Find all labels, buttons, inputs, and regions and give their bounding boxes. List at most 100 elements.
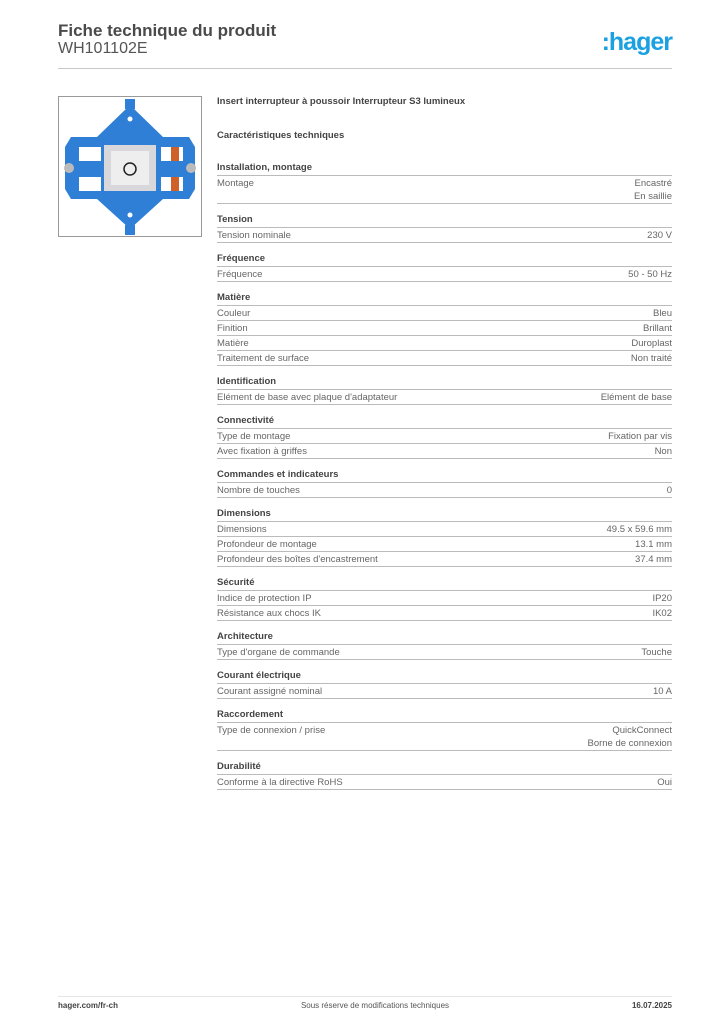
spec-label: Type de connexion / prise — [217, 725, 326, 736]
spec-label: Nombre de touches — [217, 485, 300, 496]
spec-value: Brillant — [643, 322, 672, 335]
spec-label: Tension nominale — [217, 230, 291, 241]
footer: hager.com/fr-ch Sous réserve de modifica… — [58, 996, 672, 1010]
spec-value-line: Bleu — [652, 308, 672, 319]
spec-value-line: 0 — [666, 485, 672, 496]
spec-value-line: 49.5 x 59.6 mm — [606, 524, 672, 535]
spec-section: Commandes et indicateurs Nombre de touche… — [217, 468, 672, 498]
section-title: Commandes et indicateurs — [217, 468, 672, 483]
spec-value: Duroplast — [631, 337, 672, 350]
spec-section: Installation, montage Montage Encastré En s… — [217, 161, 672, 204]
spec-value-line: Duroplast — [631, 338, 672, 349]
spec-value-line: 13.1 mm — [635, 539, 672, 550]
spec-label: Traitement de surface — [217, 353, 310, 364]
spec-value-line: Touche — [641, 647, 672, 658]
spec-label: Conforme à la directive RoHS — [217, 777, 343, 788]
spec-row: Dimensions 49.5 x 59.6 mm — [217, 522, 672, 537]
spec-value: Elément de base — [601, 391, 672, 404]
spec-row: Type de montage Fixation par vis — [217, 429, 672, 444]
spec-value: Bleu — [653, 307, 672, 320]
footer-website: hager.com/fr-ch — [58, 1001, 119, 1010]
section-title: Installation, montage — [217, 161, 672, 176]
spec-row: Finition Brillant — [217, 321, 672, 336]
spec-label: Profondeur de montage — [217, 539, 317, 550]
spec-row: Conforme à la directive RoHS Oui — [217, 775, 672, 790]
section-title: Matière — [217, 291, 672, 306]
spec-label: Courant assigné nominal — [217, 686, 323, 697]
section-title: Raccordement — [217, 708, 672, 723]
spec-value-line: Oui — [657, 777, 672, 788]
spec-value: 37.4 mm — [635, 553, 672, 566]
spec-row: Indice de protection IP IP20 — [217, 591, 672, 606]
spec-value-line: 10 A — [652, 686, 672, 697]
spec-label: Matière — [217, 338, 249, 349]
spec-value-line: Elément de base — [600, 392, 672, 403]
spec-section: Raccordement Type de connexion / prise Qui… — [217, 708, 672, 751]
spec-value: Fixation par vis — [608, 430, 672, 443]
section-title: Tension — [217, 213, 672, 228]
spec-row: Nombre de touches 0 — [217, 483, 672, 498]
section-title: Connectivité — [217, 414, 672, 429]
spec-label: Fréquence — [217, 269, 263, 280]
spec-section: Connectivité Type de montage Fixation par … — [217, 414, 672, 459]
spec-value: 0 — [667, 484, 672, 497]
spec-section: Sécurité Indice de protection IP IP20 Résis… — [217, 576, 672, 621]
spec-value: Non traité — [631, 352, 672, 365]
section-title: Courant électrique — [217, 669, 672, 684]
section-heading: Caractéristiques techniques — [217, 130, 345, 141]
spec-value-line: IK02 — [652, 608, 672, 619]
spec-label: Type de montage — [217, 431, 291, 442]
spec-label: Type d'organe de commande — [217, 647, 340, 658]
spec-label: Avec fixation à griffes — [217, 446, 307, 457]
spec-value-line: 37.4 mm — [635, 554, 672, 565]
spec-section: Courant électrique Courant assigné nomina… — [217, 669, 672, 699]
spec-value-line: Non traité — [630, 353, 672, 364]
section-title: Dimensions — [217, 507, 672, 522]
spec-value: 49.5 x 59.6 mm — [607, 523, 672, 536]
spec-row: Résistance aux chocs IK IK02 — [217, 606, 672, 621]
spec-section: Durabilité Conforme à la directive RoHS Ou… — [217, 760, 672, 790]
hager-logo: :hager — [601, 28, 673, 56]
spec-value-line: Fixation par vis — [608, 431, 672, 442]
section-title: Sécurité — [217, 576, 672, 591]
spec-section: Tension Tension nominale 230 V — [217, 213, 672, 243]
spec-value: 10 A — [653, 685, 672, 698]
spec-value-line: IP20 — [652, 593, 672, 604]
spec-value: 230 V — [647, 229, 672, 242]
spec-label: Indice de protection IP — [217, 593, 312, 604]
page-title: Fiche technique du produit — [58, 21, 277, 40]
spec-label: Montage — [217, 178, 254, 189]
spec-label: Couleur — [217, 308, 251, 319]
spec-value: 50 - 50 Hz — [628, 268, 672, 281]
spec-value: Oui — [657, 776, 672, 789]
spec-value-line: En saillie — [633, 191, 672, 202]
spec-row: Fréquence 50 - 50 Hz — [217, 267, 672, 282]
spec-label: Finition — [217, 323, 248, 334]
spec-row: Profondeur de montage 13.1 mm — [217, 537, 672, 552]
spec-label: Dimensions — [217, 524, 267, 535]
spec-value-line: Borne de connexion — [587, 738, 672, 749]
spec-row: Couleur Bleu — [217, 306, 672, 321]
spec-value: IP20 — [652, 592, 672, 605]
spec-section: Identification Elément de base avec plaqu… — [217, 375, 672, 405]
spec-row: Elément de base avec plaque d'adaptateur… — [217, 390, 672, 405]
spec-row: Matière Duroplast — [217, 336, 672, 351]
spec-label: Elément de base avec plaque d'adaptateur — [217, 392, 398, 403]
spec-value: IK02 — [652, 607, 672, 620]
spec-value-line: 230 V — [647, 230, 672, 241]
spec-row: Traitement de surface Non traité — [217, 351, 672, 366]
spec-value-line: QuickConnect — [612, 725, 672, 736]
spec-value: Non — [655, 445, 672, 458]
spec-value: Encastré En saillie — [634, 177, 672, 203]
divider — [58, 68, 672, 69]
product-code: WH101102E — [58, 40, 148, 57]
spec-value: 13.1 mm — [635, 538, 672, 551]
spec-value-line: Non — [654, 446, 672, 457]
spec-value-line: 50 - 50 Hz — [628, 269, 672, 280]
footer-note: Sous réserve de modifications techniques — [300, 1001, 450, 1010]
spec-row: Courant assigné nominal 10 A — [217, 684, 672, 699]
spec-row: Montage Encastré En saillie — [217, 176, 672, 204]
spec-row: Type de connexion / prise QuickConnect Bor… — [217, 723, 672, 751]
spec-row: Avec fixation à griffes Non — [217, 444, 672, 459]
product-image — [58, 96, 202, 237]
